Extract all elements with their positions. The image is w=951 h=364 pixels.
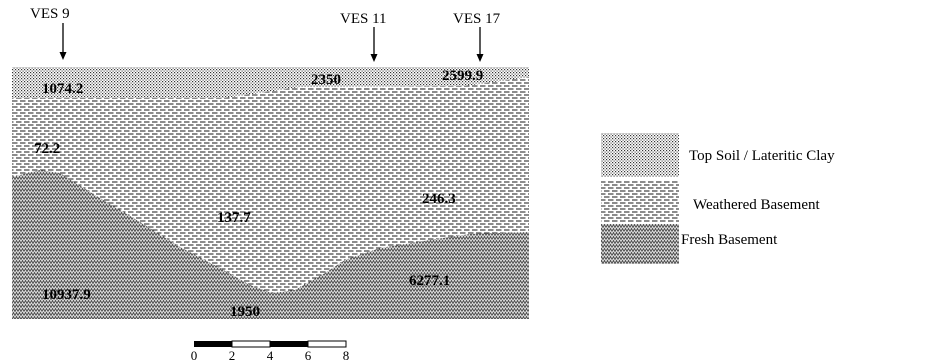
ves-17-arrow-head <box>476 54 484 62</box>
fresh-basement-layer <box>12 170 529 319</box>
ves-11-marker: VES 11 <box>340 11 387 62</box>
resistivity-value: 10937.9 <box>42 287 91 303</box>
scale-segment <box>307 340 347 348</box>
scale-tick-label: 8 <box>343 348 350 363</box>
geoelectric-section <box>12 67 529 319</box>
scale-tick-label: 0 <box>191 348 198 363</box>
resistivity-value: 2599.9 <box>442 68 483 84</box>
scale-tick-label: 6 <box>305 348 312 363</box>
resistivity-value: 2350 <box>311 72 341 88</box>
resistivity-value: 6277.1 <box>409 273 450 289</box>
legend-swatch-top-soil <box>601 133 679 177</box>
scale-segment <box>231 340 271 348</box>
scale-segment <box>194 341 232 347</box>
ves-9-arrow-head <box>59 52 67 60</box>
resistivity-value: 1074.2 <box>42 81 83 97</box>
scale-tick-label: 2 <box>229 348 236 363</box>
ves-11-arrow-head <box>370 54 378 62</box>
legend-label-top-soil: Top Soil / Lateritic Clay <box>689 148 835 164</box>
legend-swatch-fresh <box>601 224 679 264</box>
scale-segment <box>270 341 308 347</box>
ves-11-label: VES 11 <box>340 11 387 27</box>
scale-tick-label: 4 <box>267 348 274 363</box>
scale-bar: 0 2 4 6 8 <box>191 340 350 363</box>
resistivity-value: 72.2 <box>34 141 60 157</box>
legend-label-fresh: Fresh Basement <box>681 232 778 248</box>
legend-label-weathered: Weathered Basement <box>693 197 820 213</box>
resistivity-value: 246.3 <box>422 191 456 207</box>
resistivity-values: 1074.2 2350 2599.9 72.2 137.7 246.3 1093… <box>34 68 483 320</box>
top-soil-layer <box>12 67 529 98</box>
ves-17-marker: VES 17 <box>453 11 501 62</box>
ves-9-marker: VES 9 <box>30 6 70 60</box>
legend-swatch-weathered <box>601 181 679 223</box>
resistivity-value: 1950 <box>230 304 260 320</box>
ves-17-label: VES 17 <box>453 11 501 27</box>
resistivity-value: 137.7 <box>217 210 251 226</box>
ves-9-label: VES 9 <box>30 6 70 22</box>
legend: Top Soil / Lateritic Clay Weathered Base… <box>601 133 835 264</box>
